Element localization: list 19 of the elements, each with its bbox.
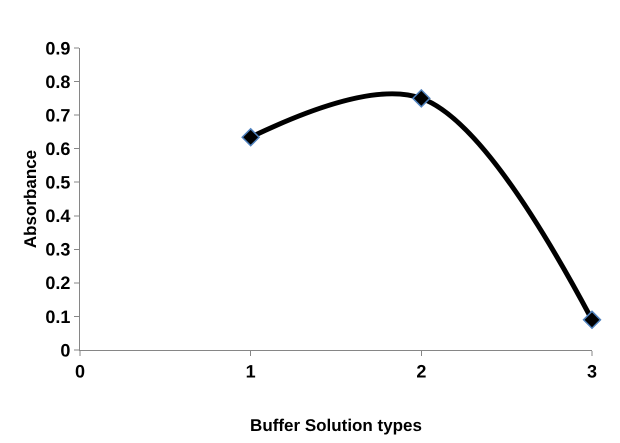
x-tick-label: 3: [586, 362, 598, 382]
point: [582, 310, 602, 329]
y-tick-label: 0.5: [45, 172, 70, 193]
y-tick-label: 0.1: [45, 306, 70, 327]
y-tick-label: 0.7: [45, 105, 70, 126]
x-tick-label: 0: [74, 362, 86, 382]
y-tick-label: 0.4: [45, 206, 70, 226]
y-tick-label: 0: [60, 340, 70, 360]
y-tick-label: 0.3: [45, 240, 70, 260]
point: [412, 89, 431, 108]
point: [241, 128, 260, 146]
x-tick-label: 1: [246, 362, 256, 382]
y-tick-label: 0.8: [45, 72, 70, 92]
x-axis-title: Buffer Solution types: [250, 416, 422, 435]
y-tick-label: 0.2: [45, 273, 70, 294]
y-tick-label: 0.6: [45, 138, 70, 159]
x-tick-label: 2: [416, 362, 426, 382]
y-axis-title: Absorbance: [20, 150, 40, 248]
y-tick-label: 0.9: [45, 38, 70, 58]
